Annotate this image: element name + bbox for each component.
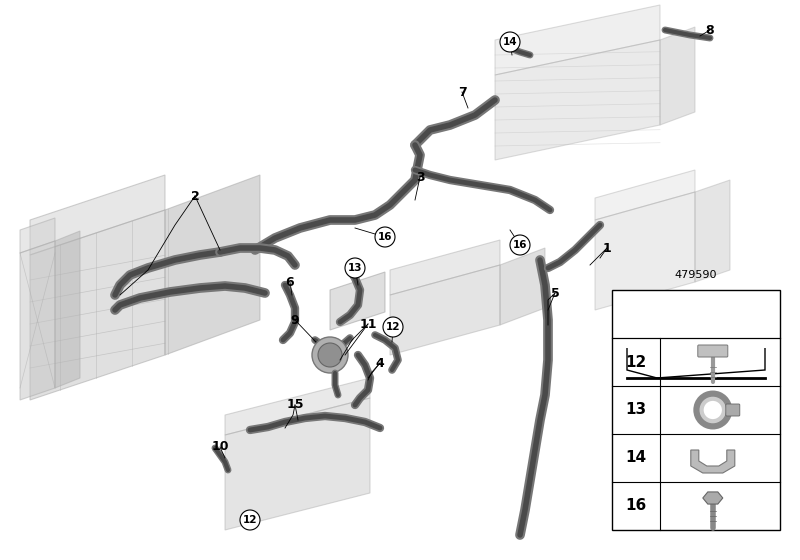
Text: 12: 12 (386, 322, 400, 332)
Text: 479590: 479590 (674, 270, 718, 280)
Text: 4: 4 (376, 357, 384, 370)
Polygon shape (495, 5, 660, 75)
Polygon shape (690, 450, 734, 473)
Circle shape (500, 32, 520, 52)
Text: 15: 15 (286, 399, 304, 412)
Text: 8: 8 (706, 24, 714, 36)
Polygon shape (702, 492, 723, 504)
Polygon shape (55, 231, 80, 388)
Polygon shape (165, 175, 260, 355)
FancyBboxPatch shape (726, 404, 740, 416)
Polygon shape (390, 240, 500, 295)
Text: 10: 10 (211, 441, 229, 454)
Polygon shape (20, 218, 55, 253)
Text: 12: 12 (626, 354, 646, 370)
Polygon shape (695, 180, 730, 282)
Circle shape (510, 235, 530, 255)
Text: 3: 3 (416, 170, 424, 184)
Polygon shape (20, 241, 55, 400)
Text: 1: 1 (602, 241, 611, 254)
Text: 12: 12 (242, 515, 258, 525)
Circle shape (240, 510, 260, 530)
Text: 16: 16 (513, 240, 527, 250)
Circle shape (345, 258, 365, 278)
Polygon shape (225, 398, 370, 530)
Polygon shape (495, 40, 660, 160)
Polygon shape (500, 248, 545, 325)
Polygon shape (595, 192, 695, 310)
FancyBboxPatch shape (698, 345, 728, 357)
Polygon shape (390, 265, 500, 355)
Text: 7: 7 (458, 86, 466, 99)
Polygon shape (225, 378, 370, 435)
Polygon shape (30, 210, 165, 400)
Text: 16: 16 (626, 498, 646, 514)
Text: 14: 14 (626, 450, 646, 465)
Text: 2: 2 (190, 189, 199, 203)
Circle shape (318, 343, 342, 367)
Polygon shape (660, 27, 695, 125)
Circle shape (312, 337, 348, 373)
Text: 14: 14 (502, 37, 518, 47)
Circle shape (375, 227, 395, 247)
Circle shape (383, 317, 403, 337)
Text: 16: 16 (378, 232, 392, 242)
Polygon shape (595, 170, 695, 220)
Text: 9: 9 (290, 314, 299, 326)
Text: 11: 11 (359, 318, 377, 330)
Text: 5: 5 (550, 287, 559, 300)
Text: 13: 13 (626, 403, 646, 418)
Text: 13: 13 (348, 263, 362, 273)
Text: 6: 6 (286, 276, 294, 288)
Polygon shape (330, 272, 385, 330)
Polygon shape (30, 175, 165, 255)
FancyBboxPatch shape (612, 290, 780, 530)
